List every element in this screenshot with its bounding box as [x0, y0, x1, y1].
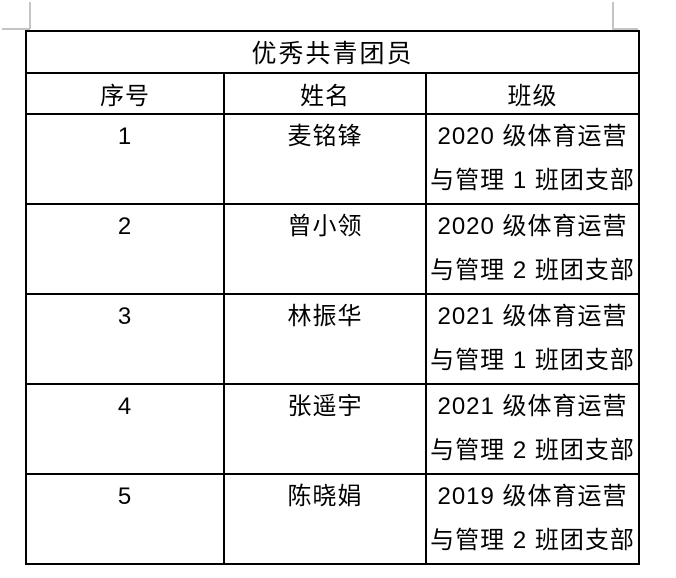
header-label-no: 序号 [100, 83, 150, 110]
row-number: 4 [117, 393, 133, 420]
awards-table: 优秀共青团员 序号 姓名 班级 1 麦铭锋 2020 级体育运营 与管理 1 [25, 30, 640, 565]
header-cell-name[interactable]: 姓名 [223, 72, 427, 115]
table-row: 5 陈晓娟 2019 级体育运营 与管理 2 班团支部 [25, 473, 640, 565]
class-line-2: 与管理 2 班团支部 [430, 257, 635, 284]
cell-class[interactable]: 2020 级体育运营 与管理 1 班团支部 [425, 113, 640, 205]
class-line-1: 2020 级体育运营 [437, 213, 628, 240]
cell-name[interactable]: 林振华 [223, 293, 427, 385]
table-title: 优秀共青团员 [251, 40, 414, 68]
cell-class[interactable]: 2020 级体育运营 与管理 2 班团支部 [425, 203, 640, 295]
member-name: 麦铭锋 [287, 123, 363, 150]
header-cell-class[interactable]: 班级 [425, 72, 640, 115]
row-number: 5 [117, 483, 133, 510]
cell-no[interactable]: 2 [25, 203, 225, 295]
row-number: 3 [117, 303, 133, 330]
cell-name[interactable]: 曾小领 [223, 203, 427, 295]
table-row: 2 曾小领 2020 级体育运营 与管理 2 班团支部 [25, 203, 640, 295]
row-number: 1 [117, 123, 133, 150]
margin-corner-mark-top-left-horizontal [2, 28, 30, 30]
table-row: 3 林振华 2021 级体育运营 与管理 1 班团支部 [25, 293, 640, 385]
class-line-1: 2021 级体育运营 [437, 393, 628, 420]
class-line-2: 与管理 2 班团支部 [430, 527, 635, 554]
margin-corner-mark-top-right-vertical [612, 2, 614, 29]
cell-class[interactable]: 2021 级体育运营 与管理 1 班团支部 [425, 293, 640, 385]
header-cell-no[interactable]: 序号 [25, 72, 225, 115]
class-line-1: 2021 级体育运营 [437, 303, 628, 330]
header-label-class: 班级 [507, 83, 558, 110]
table-title-cell[interactable]: 优秀共青团员 [25, 30, 640, 74]
class-line-2: 与管理 1 班团支部 [430, 167, 635, 194]
header-label-name: 姓名 [300, 83, 350, 110]
cell-no[interactable]: 4 [25, 383, 225, 475]
table-header-row: 序号 姓名 班级 [25, 72, 640, 115]
cell-name[interactable]: 麦铭锋 [223, 113, 427, 205]
cell-class[interactable]: 2019 级体育运营 与管理 2 班团支部 [425, 473, 640, 565]
row-number: 2 [117, 213, 133, 240]
member-name: 张遥宇 [287, 393, 363, 420]
class-line-2: 与管理 2 班团支部 [430, 437, 635, 464]
cell-no[interactable]: 5 [25, 473, 225, 565]
class-line-1: 2020 级体育运营 [437, 123, 628, 150]
member-name: 曾小领 [287, 213, 363, 240]
class-line-2: 与管理 1 班团支部 [430, 347, 635, 374]
cell-name[interactable]: 张遥宇 [223, 383, 427, 475]
margin-corner-mark-top-right-horizontal [612, 28, 638, 30]
table-row: 1 麦铭锋 2020 级体育运营 与管理 1 班团支部 [25, 113, 640, 205]
cell-class[interactable]: 2021 级体育运营 与管理 2 班团支部 [425, 383, 640, 475]
member-name: 林振华 [287, 303, 363, 330]
class-line-1: 2019 级体育运营 [437, 483, 628, 510]
member-name: 陈晓娟 [287, 483, 363, 510]
margin-corner-mark-top-left-vertical [29, 2, 31, 29]
cell-name[interactable]: 陈晓娟 [223, 473, 427, 565]
table-title-row: 优秀共青团员 [25, 30, 640, 74]
cell-no[interactable]: 3 [25, 293, 225, 385]
cell-no[interactable]: 1 [25, 113, 225, 205]
table-row: 4 张遥宇 2021 级体育运营 与管理 2 班团支部 [25, 383, 640, 475]
